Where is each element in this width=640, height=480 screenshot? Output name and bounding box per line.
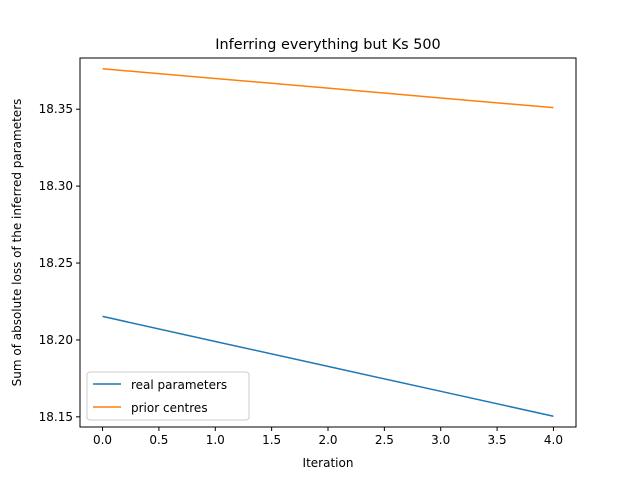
series-line-real-parameters	[102, 315, 554, 417]
x-tick-label: 4.0	[544, 433, 563, 447]
x-tick-label: 2.5	[375, 433, 394, 447]
legend-label-prior-centres: prior centres	[131, 401, 208, 415]
y-tick-label: 18.20	[39, 333, 73, 347]
y-tick-label: 18.35	[39, 102, 73, 116]
legend: real parameters prior centres	[86, 371, 250, 421]
y-axis-ticks: 18.15 18.20 18.25 18.30 18.35	[39, 102, 80, 424]
chart-title: Inferring everything but Ks 500	[215, 37, 440, 53]
x-tick-label: 3.0	[431, 433, 450, 447]
x-tick-label: 1.5	[262, 433, 281, 447]
series-line-prior-centres	[102, 68, 554, 109]
y-tick-label: 18.25	[39, 256, 73, 270]
x-axis-ticks: 0.0 0.5 1.0 1.5 2.0 2.5 3.0 3.5 4.0	[93, 427, 563, 447]
x-tick-label: 1.0	[206, 433, 225, 447]
series-layer	[102, 68, 554, 417]
y-tick-label: 18.30	[39, 179, 73, 193]
legend-box	[86, 371, 250, 421]
x-tick-label: 0.0	[93, 433, 112, 447]
legend-label-real-parameters: real parameters	[131, 378, 227, 392]
x-axis-label: Iteration	[303, 456, 354, 470]
y-tick-label: 18.15	[39, 410, 73, 424]
plot-area	[80, 58, 576, 427]
x-tick-label: 3.5	[488, 433, 507, 447]
x-tick-label: 2.0	[318, 433, 337, 447]
x-tick-label: 0.5	[149, 433, 168, 447]
y-axis-label: Sum of absolute loss of the inferred par…	[10, 99, 24, 387]
